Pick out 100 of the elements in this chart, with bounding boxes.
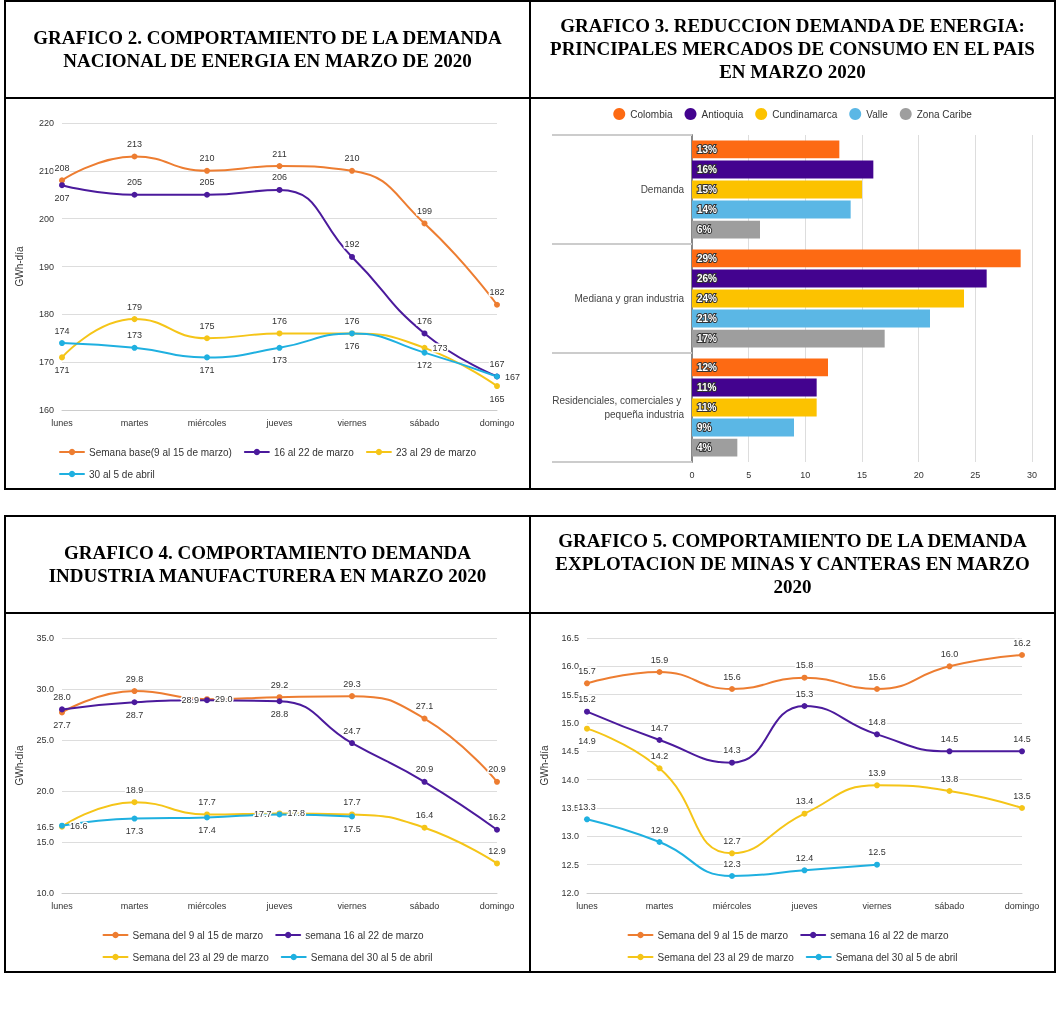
- data-label: 28.9: [181, 695, 199, 706]
- data-label: 13.8: [940, 773, 959, 784]
- y-tick-label: 15.5: [561, 689, 579, 700]
- data-label: 29.8: [125, 673, 144, 684]
- legend-label: Cundinamarca: [772, 108, 838, 120]
- y-tick-label: 20.0: [36, 786, 54, 796]
- data-label: 27.1: [415, 701, 434, 712]
- data-label: 174: [54, 325, 70, 336]
- x-tick-label: lunes: [51, 900, 74, 911]
- data-label: 18.9: [125, 784, 144, 795]
- legend-label: semana 16 al 22 de marzo: [830, 929, 949, 941]
- y-tick-label: 14.5: [561, 746, 579, 757]
- x-tick-label: 30: [1026, 469, 1038, 480]
- x-tick-label: sábado: [409, 900, 440, 911]
- x-tick-label: jueves: [265, 417, 294, 428]
- legend-label: Semana del 30 al 5 de abril: [835, 951, 958, 963]
- data-label: 12%: [697, 361, 718, 373]
- data-label: 20.9: [488, 764, 506, 775]
- x-tick-label: miércoles: [187, 417, 227, 428]
- y-tick-label: Demanda: [640, 184, 685, 195]
- legend-label: Semana del 9 al 15 de marzo: [657, 929, 789, 941]
- data-label: 210: [199, 153, 215, 164]
- y-tick-label: 12.0: [561, 888, 579, 898]
- y-tick-label: 160: [38, 405, 54, 415]
- legend-label: Valle: [866, 108, 889, 120]
- data-label: 28.0: [53, 691, 71, 702]
- x-tick-label: jueves: [265, 900, 294, 911]
- data-label: 176: [344, 315, 360, 326]
- data-label: 15.6: [723, 671, 741, 682]
- data-label: 171: [54, 364, 70, 375]
- x-tick-label: 5: [746, 469, 752, 480]
- y-tick-label: 16.0: [561, 661, 579, 672]
- y-tick-label: 25.0: [36, 735, 54, 745]
- data-label: 16.2: [488, 812, 506, 823]
- data-label: 167: [505, 371, 521, 382]
- data-label: 17.7: [198, 796, 216, 807]
- x-tick-label: viernes: [862, 900, 892, 911]
- y-tick-label: 13.5: [561, 803, 579, 813]
- y-tick-label: 210: [38, 165, 54, 176]
- legend-label: semana 16 al 22 de marzo: [305, 929, 424, 941]
- data-label: 13%: [697, 143, 718, 155]
- data-label: 4%: [697, 442, 712, 454]
- data-label: 179: [126, 301, 143, 312]
- data-label: 26%: [697, 272, 718, 284]
- data-label: 14.3: [723, 745, 741, 756]
- y-axis-title: GWh-día: [13, 745, 25, 786]
- data-label: 29.2: [270, 679, 289, 690]
- x-tick-label: 20: [913, 469, 924, 480]
- data-label: 176: [416, 315, 433, 326]
- data-label: 14.8: [868, 716, 886, 727]
- x-tick-label: martes: [120, 417, 149, 428]
- chart-title: GRAFICO 5. COMPORTAMIENTO DE LA DEMANDA EXPLOTACION DE MINAS Y CANTERAS EN MARZO 2020: [531, 517, 1054, 614]
- data-label: 15%: [697, 184, 718, 195]
- x-tick-label: miércoles: [187, 900, 227, 911]
- data-label: 14.9: [578, 736, 596, 747]
- data-label: 28.8: [270, 708, 289, 719]
- data-label: 16.4: [415, 810, 434, 821]
- data-label: 9%: [697, 422, 712, 434]
- data-label: 12.9: [488, 845, 506, 856]
- data-label: 20.9: [415, 764, 434, 775]
- y-tick-label: 16.5: [561, 633, 579, 643]
- legend-label: Semana del 23 al 29 de marzo: [132, 951, 270, 963]
- data-label: 13.4: [795, 796, 814, 807]
- y-tick-label: 14.0: [561, 774, 579, 785]
- y-tick-label: 220: [38, 118, 54, 128]
- data-label: 14.5: [940, 733, 959, 744]
- legend-label: Zona Caribe: [916, 108, 973, 120]
- data-label: 192: [344, 239, 360, 250]
- data-label: 205: [126, 177, 143, 188]
- data-label: 16.2: [1013, 637, 1031, 648]
- data-label: 28.7: [125, 709, 144, 720]
- chart-title: GRAFICO 3. REDUCCION DEMANDA DE ENERGIA: PRINCIPALES MERCADOS DE CONSUMO EN EL PAIS EN MARZO 2020: [531, 2, 1054, 99]
- legend-label: 30 al 5 de abril: [89, 468, 155, 480]
- data-label: 11%: [697, 381, 717, 393]
- data-label: 24.7: [343, 725, 361, 736]
- data-label: 27.7: [53, 719, 71, 730]
- data-label: 182: [489, 287, 505, 298]
- x-tick-label: lunes: [51, 417, 74, 428]
- data-label: 175: [199, 320, 215, 331]
- y-tick-label: 190: [38, 261, 54, 272]
- data-label: 12.7: [723, 835, 741, 846]
- data-label: 15.8: [795, 660, 814, 671]
- legend-label: Antioquia: [701, 108, 744, 120]
- x-tick-label: viernes: [337, 900, 367, 911]
- y-tick-label: 12.5: [561, 859, 579, 870]
- y-tick-label: Residenciales, comerciales y pequeña industria: [552, 395, 685, 420]
- data-label: 12.5: [868, 847, 886, 858]
- legend-label: 23 al 29 de marzo: [395, 446, 477, 458]
- x-tick-label: martes: [645, 900, 674, 911]
- data-label: 12.3: [723, 858, 741, 869]
- data-label: 12.9: [650, 824, 669, 835]
- legend-label: Semana del 23 al 29 de marzo: [657, 951, 795, 963]
- data-label: 17.3: [125, 826, 144, 837]
- legend-label: Semana base(9 al 15 de marzo): [89, 446, 232, 458]
- data-label: 211: [272, 148, 287, 159]
- y-tick-label: 170: [38, 357, 54, 368]
- data-label: 173: [126, 330, 143, 341]
- data-label: 15.7: [578, 665, 596, 676]
- y-axis-title: GWh-día: [538, 745, 550, 786]
- y-tick-label: 13.0: [561, 831, 579, 842]
